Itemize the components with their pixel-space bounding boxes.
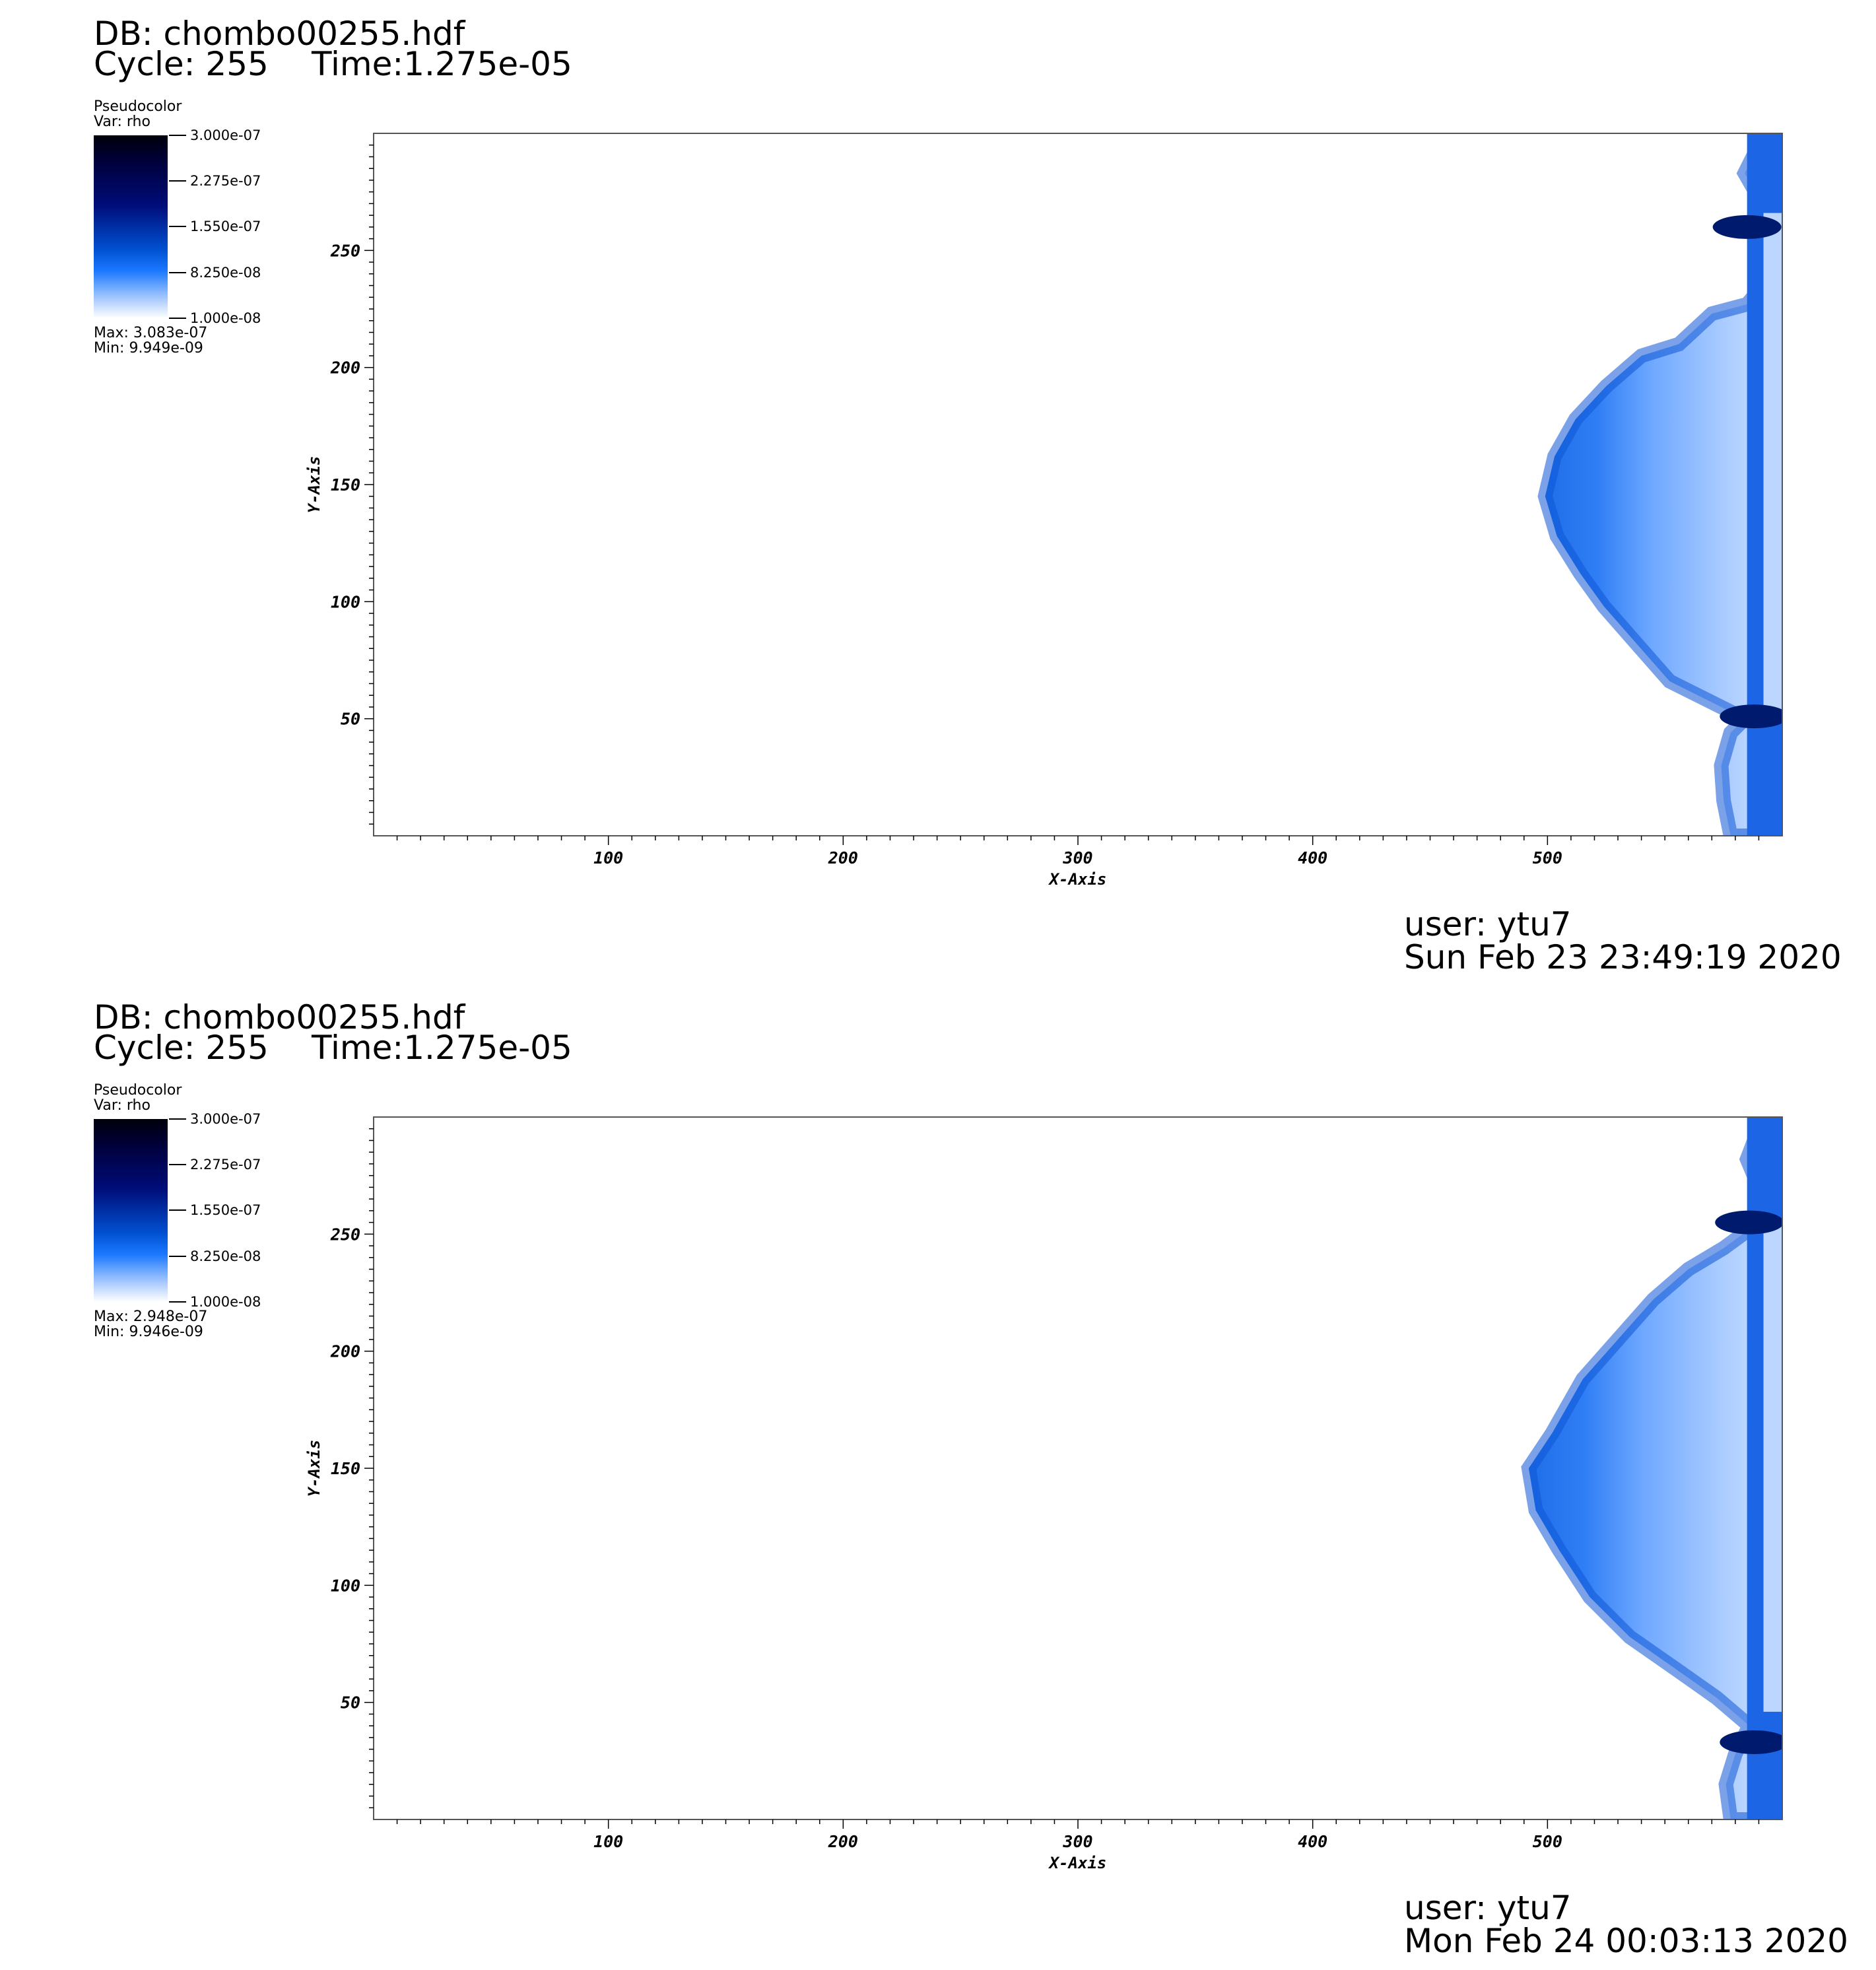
colorbar-tick-label: 3.000e-07 <box>190 127 261 143</box>
dark-band <box>1720 704 1782 729</box>
density-region <box>1545 133 1782 836</box>
user-label: user: ytu7 <box>1404 905 1572 943</box>
colorbar-tick <box>169 1256 186 1257</box>
x-tick-label: 100 <box>593 1832 623 1851</box>
colorbar-tick-label: 1.000e-08 <box>190 310 261 326</box>
x-axis-title: X-Axis <box>1048 1854 1107 1872</box>
interior-band <box>1763 213 1782 719</box>
legend-min: Min: 9.946e-09 <box>94 1324 203 1340</box>
x-tick-label: 400 <box>1298 848 1327 867</box>
dark-band <box>1715 1210 1782 1235</box>
date-label: Sun Feb 23 23:49:19 2020 <box>1404 938 1842 976</box>
cycle-label: Cycle: 255 <box>94 45 269 83</box>
x-tick-label: 300 <box>1062 848 1092 867</box>
y-tick-label: 150 <box>331 475 360 494</box>
colorbar-tick <box>169 318 186 319</box>
x-axis-title: X-Axis <box>1048 870 1107 889</box>
legend-title: Pseudocolor <box>94 98 182 115</box>
colorbar-tick <box>169 1118 186 1120</box>
colorbar <box>94 1119 168 1302</box>
legend-var: Var: rho <box>94 1097 151 1114</box>
y-tick-label: 250 <box>330 1225 360 1244</box>
colorbar-tick-label: 2.275e-07 <box>190 1157 261 1172</box>
density-region <box>1528 1117 1782 1819</box>
colorbar-tick-label: 8.250e-08 <box>190 265 261 281</box>
colorbar-tick-label: 1.550e-07 <box>190 1202 261 1218</box>
y-tick-label: 200 <box>330 1342 360 1361</box>
time-label: Time:1.275e-05 <box>312 45 572 83</box>
db-label: DB: chombo00255.hdf <box>94 998 465 1036</box>
plot-svg: 100 200 300 400 500 50 100 150 200 250 X-Axis Y-Axi… <box>305 133 1783 889</box>
cycle-label: Cycle: 255 <box>94 1029 269 1067</box>
colorbar-tick <box>169 1164 186 1165</box>
legend-title: Pseudocolor <box>94 1082 182 1099</box>
y-tick-label: 250 <box>330 241 360 260</box>
date-label: Mon Feb 24 00:03:13 2020 <box>1404 1922 1848 1960</box>
x-tick-label: 200 <box>828 1832 858 1851</box>
legend-max: Max: 3.083e-07 <box>94 325 208 341</box>
legend-max: Max: 2.948e-07 <box>94 1308 208 1325</box>
db-label: DB: chombo00255.hdf <box>94 15 465 53</box>
x-tick-label: 100 <box>593 848 623 867</box>
y-tick-label: 150 <box>331 1459 360 1478</box>
user-label: user: ytu7 <box>1404 1889 1572 1927</box>
legend-min: Min: 9.949e-09 <box>94 340 203 357</box>
colorbar-tick <box>169 1209 186 1211</box>
x-tick-label: 500 <box>1533 848 1562 867</box>
x-tick-label: 200 <box>828 848 858 867</box>
y-tick-label: 100 <box>331 1576 360 1595</box>
colorbar-tick <box>169 1301 186 1303</box>
plot-svg: 100 200 300 400 500 50 100 150 200 250 X-Axis Y-Axi… <box>305 1116 1783 1872</box>
plot-panel-1: DB: chombo00255.hdf Cycle: 255 Time:1.27… <box>94 15 1842 976</box>
colorbar-tick <box>169 180 186 182</box>
y-axis-title: Y-Axis <box>305 456 323 514</box>
y-tick-label: 50 <box>341 1693 360 1713</box>
dark-band <box>1712 215 1782 239</box>
plot-panel-2: DB: chombo00255.hdf Cycle: 255 Time:1.27… <box>0 984 1876 1969</box>
colorbar-tick <box>169 135 186 136</box>
y-tick-label: 100 <box>331 592 360 611</box>
colorbar-tick <box>169 226 186 227</box>
colorbar <box>94 135 168 318</box>
dark-band <box>1720 1730 1782 1754</box>
x-tick-label: 400 <box>1298 1832 1327 1851</box>
colorbar-tick-label: 1.550e-07 <box>190 219 261 234</box>
colorbar-tick <box>169 272 186 273</box>
y-tick-label: 50 <box>341 710 360 729</box>
y-tick-label: 200 <box>330 358 360 378</box>
interior-band <box>1763 1220 1782 1712</box>
y-axis-title: Y-Axis <box>305 1440 323 1497</box>
shock-front <box>1521 1117 1782 1819</box>
colorbar-tick-label: 2.275e-07 <box>190 173 261 189</box>
colorbar-tick-label: 1.000e-08 <box>190 1294 261 1310</box>
legend-var: Var: rho <box>94 114 151 130</box>
colorbar-tick-label: 3.000e-07 <box>190 1111 261 1127</box>
x-tick-label: 500 <box>1533 1832 1562 1851</box>
x-tick-label: 300 <box>1062 1832 1092 1851</box>
colorbar-tick-label: 8.250e-08 <box>190 1248 261 1264</box>
time-label: Time:1.275e-05 <box>312 1029 572 1067</box>
